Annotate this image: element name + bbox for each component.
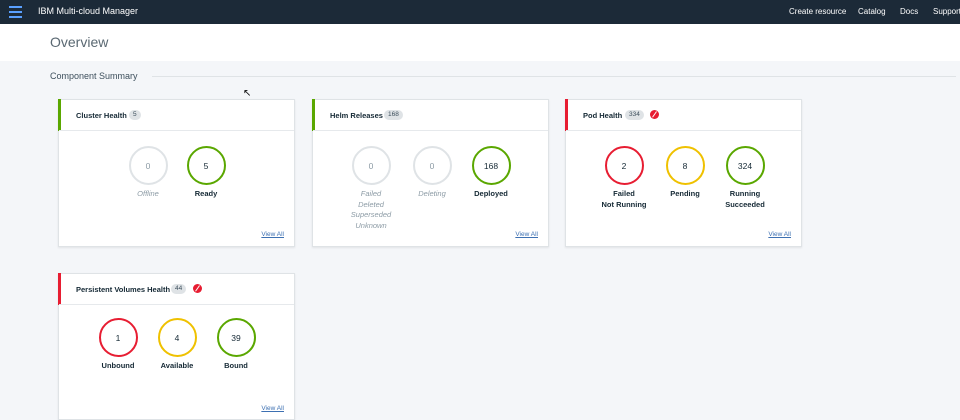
stat-offline[interactable]: 0 Offline	[118, 146, 178, 200]
nav-catalog[interactable]: Catalog	[858, 7, 886, 16]
top-bar: IBM Multi-cloud Manager Create resource …	[0, 0, 960, 24]
stat-label: Ready	[194, 189, 218, 198]
section-divider	[152, 76, 956, 77]
card-status-accent	[58, 99, 61, 131]
count-badge: 44	[171, 284, 187, 294]
stat-label: Failed Deleted Superseded Unknown	[350, 189, 392, 230]
stat-ring: 168	[471, 146, 511, 185]
section-title: Component Summary	[50, 71, 138, 81]
error-status-icon	[650, 110, 659, 119]
helm-releases-card: Helm Releases 168 0 Failed Deleted Super…	[312, 99, 549, 247]
stat-failed[interactable]: 0 Failed Deleted Superseded Unknown	[341, 146, 401, 231]
card-status-accent	[565, 99, 568, 131]
count-badge: 5	[129, 110, 141, 120]
stat-unbound[interactable]: 1 Unbound	[88, 318, 148, 372]
pod-health-card: Pod Health 334 2 Failed Not Running 8 Pe…	[565, 99, 802, 247]
stat-ring: 0	[412, 146, 452, 185]
card-status-accent	[312, 99, 315, 131]
stat-label: Available	[160, 361, 194, 370]
error-status-icon	[193, 284, 202, 293]
card-status-accent	[58, 273, 61, 305]
page-title: Overview	[50, 34, 109, 50]
card-title: Cluster Health	[76, 111, 127, 120]
title-band: Overview	[0, 24, 960, 61]
stat-label: Pending	[670, 189, 700, 198]
stat-pending[interactable]: 8 Pending	[655, 146, 715, 200]
hamburger-menu-icon[interactable]	[9, 6, 22, 18]
cluster-health-card: Cluster Health 5 0 Offline 5 Ready View …	[58, 99, 295, 247]
stat-ring: 0	[128, 146, 168, 185]
stat-ring: 2	[604, 146, 644, 185]
stat-running[interactable]: 324 Running Succeeded	[715, 146, 775, 210]
count-badge: 334	[625, 110, 644, 120]
card-header: Cluster Health 5	[59, 100, 294, 131]
nav-create-resource[interactable]: Create resource	[789, 7, 847, 16]
card-header: Pod Health 334	[566, 100, 801, 131]
card-header: Persistent Volumes Health 44	[59, 274, 294, 305]
card-title: Persistent Volumes Health	[76, 285, 171, 294]
stat-ring: 1	[98, 318, 138, 357]
stat-label: Unbound	[101, 361, 135, 370]
stat-label: Bound	[224, 361, 248, 370]
stat-ready[interactable]: 5 Ready	[176, 146, 236, 200]
stat-ring: 4	[157, 318, 197, 357]
nav-docs[interactable]: Docs	[900, 7, 919, 16]
persistent-volumes-health-card: Persistent Volumes Health 44 1 Unbound 4…	[58, 273, 295, 420]
view-all-link[interactable]: View All	[768, 231, 791, 238]
stat-label: Running Succeeded	[725, 189, 765, 209]
mouse-cursor-icon: ↖	[243, 88, 252, 99]
view-all-link[interactable]: View All	[261, 231, 284, 238]
nav-support[interactable]: Support	[933, 7, 960, 16]
stat-deployed[interactable]: 168 Deployed	[461, 146, 521, 200]
card-title: Pod Health	[583, 111, 623, 120]
count-badge: 168	[384, 110, 403, 120]
stat-ring: 0	[351, 146, 391, 185]
stat-deleting[interactable]: 0 Deleting	[402, 146, 462, 200]
view-all-link[interactable]: View All	[515, 231, 538, 238]
stat-ring: 5	[186, 146, 226, 185]
stat-label: Deployed	[474, 189, 508, 198]
stat-label: Offline	[137, 189, 159, 198]
stat-ring: 8	[665, 146, 705, 185]
stat-label: Deleting	[418, 189, 446, 198]
stat-ring: 324	[725, 146, 765, 185]
card-title: Helm Releases	[330, 111, 383, 120]
app-title: IBM Multi-cloud Manager	[38, 6, 139, 16]
stat-failed[interactable]: 2 Failed Not Running	[594, 146, 654, 210]
stat-available[interactable]: 4 Available	[147, 318, 207, 372]
stat-ring: 39	[216, 318, 256, 357]
stat-label: Failed Not Running	[601, 189, 647, 209]
view-all-link[interactable]: View All	[261, 405, 284, 412]
card-header: Helm Releases 168	[313, 100, 548, 131]
stat-bound[interactable]: 39 Bound	[206, 318, 266, 372]
